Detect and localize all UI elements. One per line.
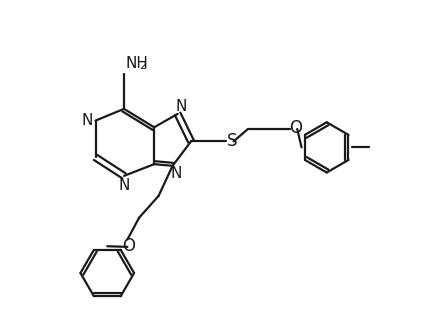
Text: N: N <box>170 166 181 181</box>
Text: N: N <box>81 113 93 128</box>
Text: 2: 2 <box>139 61 146 71</box>
Text: N: N <box>118 179 129 193</box>
Text: N: N <box>175 99 186 114</box>
Text: O: O <box>122 237 135 255</box>
Text: S: S <box>226 132 237 150</box>
Text: O: O <box>289 119 302 137</box>
Text: NH: NH <box>125 56 148 71</box>
